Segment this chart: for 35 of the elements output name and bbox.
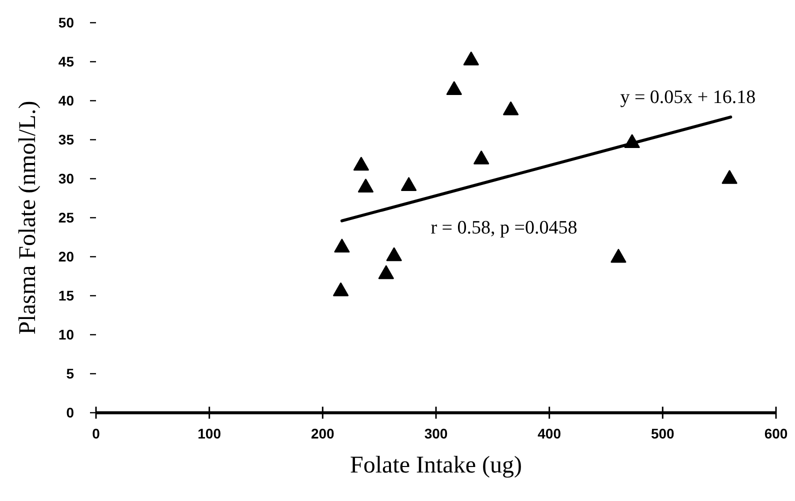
point — [378, 265, 394, 280]
y-axis-title: Plasma Folate (nmol/L.) — [15, 100, 41, 335]
point — [334, 238, 350, 253]
annotation: r = 0.58, p =0.0458 — [430, 217, 578, 238]
x-tick-label: 200 — [310, 426, 335, 442]
point — [358, 178, 374, 192]
y-tick-label: 5 — [66, 366, 74, 382]
point — [503, 102, 519, 116]
y-tick-label: 35 — [58, 132, 74, 148]
y-tick-label: 15 — [58, 288, 74, 304]
x-tick-label: 400 — [538, 426, 562, 442]
point — [353, 156, 369, 171]
x-tick-label: 500 — [650, 426, 675, 442]
y-tick-label: 10 — [58, 326, 74, 343]
point — [474, 150, 490, 164]
point — [446, 81, 462, 95]
y-tick-label: 40 — [58, 92, 74, 109]
y-tick-label: 45 — [58, 54, 74, 70]
y-tick-label: 30 — [58, 170, 74, 187]
x-tick-label: 100 — [198, 426, 222, 442]
annotation: y = 0.05x + 16.18 — [620, 87, 756, 108]
point — [463, 52, 479, 66]
point — [386, 247, 402, 262]
point — [333, 282, 349, 296]
point — [722, 170, 738, 184]
x-axis-title: Folate Intake (ug) — [350, 452, 522, 479]
x-tick-label: 600 — [764, 426, 788, 442]
y-tick-label: 50 — [58, 14, 74, 31]
y-tick-label: 0 — [66, 404, 74, 421]
point — [401, 177, 417, 191]
x-tick-label: 300 — [424, 426, 448, 442]
x-tick-label: 0 — [92, 426, 100, 442]
y-tick-label: 25 — [58, 210, 74, 226]
point — [610, 248, 626, 263]
y-tick-label: 20 — [58, 248, 74, 265]
